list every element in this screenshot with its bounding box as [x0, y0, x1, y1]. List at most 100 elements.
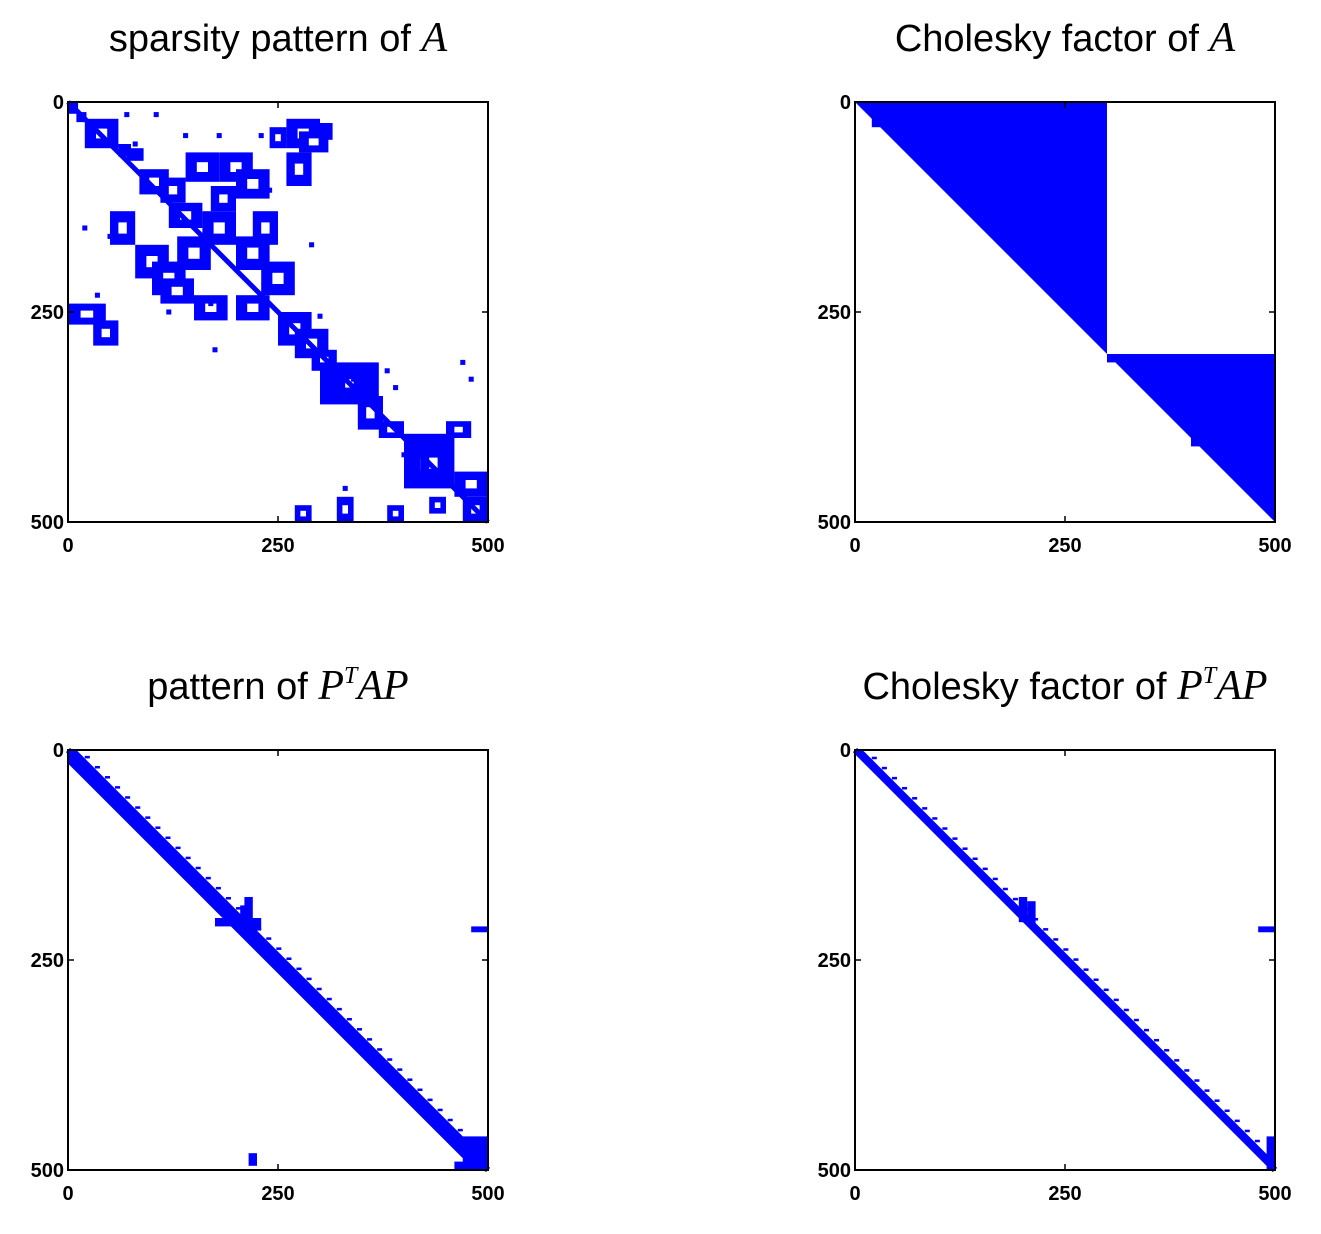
band-polygon	[855, 750, 1275, 1170]
nonzero-dot	[149, 170, 155, 176]
sparse-hole	[168, 186, 178, 195]
fill-block	[1241, 354, 1250, 417]
band-step	[1204, 1089, 1210, 1092]
sparse-hole	[188, 247, 200, 259]
nonzero-dot	[468, 376, 474, 382]
sparse-hole	[275, 134, 281, 142]
band-step	[1093, 978, 1099, 981]
sparse-hole	[205, 303, 217, 312]
band-step	[155, 826, 161, 829]
sparse-hole	[149, 177, 159, 186]
sparse-hole	[171, 286, 183, 296]
nonzero-dot	[267, 267, 273, 273]
y-tick-label: 500	[818, 512, 851, 534]
nonzero-dot	[208, 301, 214, 307]
band-step	[286, 957, 292, 960]
fill-block	[1191, 354, 1200, 413]
y-tick-label: 500	[818, 1160, 851, 1182]
band-step	[982, 867, 988, 871]
sparse-hole	[387, 426, 396, 433]
band-step	[346, 1017, 352, 1021]
band-step	[1133, 1018, 1139, 1022]
chart-title-math: A	[1209, 15, 1236, 61]
sparse-hole	[80, 310, 94, 318]
x-tick-label: 500	[1258, 535, 1291, 557]
band-step	[215, 886, 221, 890]
fill-block	[1186, 412, 1275, 434]
band-step	[115, 786, 121, 789]
y-tick-label: 250	[31, 302, 64, 324]
band-step	[1214, 1099, 1220, 1102]
x-tick-label: 500	[471, 535, 504, 557]
band-step	[1073, 958, 1079, 961]
band-step	[296, 967, 302, 971]
nonzero-dot	[82, 225, 88, 231]
sparse-hole	[392, 510, 399, 517]
sparse-hole	[454, 426, 463, 433]
fill-block	[1069, 114, 1082, 153]
sparse-hole	[196, 162, 208, 172]
y-tick-label: 250	[31, 950, 64, 972]
chart-title-sup: T	[1202, 663, 1217, 689]
fill-block	[972, 156, 1107, 165]
chart-title-math: AP	[1216, 663, 1268, 709]
spy-marks	[855, 102, 1275, 522]
nonzero-block	[1027, 901, 1036, 927]
band-step	[922, 807, 928, 810]
nonzero-dot	[166, 309, 172, 315]
fill-block	[1060, 114, 1070, 170]
nonzero-dot	[317, 313, 323, 319]
band-step	[932, 817, 938, 820]
fill-block	[972, 118, 977, 157]
chart-title-math: A	[421, 15, 448, 61]
y-tick-label: 0	[53, 740, 64, 762]
sparse-hole	[247, 247, 259, 259]
nonzero-dot	[94, 292, 100, 298]
chart-panel-pattern-PTAP: pattern of PTAP 0 250 500 0 250 500	[0, 0, 660, 1234]
nonzero-block	[1266, 1136, 1275, 1170]
band-step	[104, 776, 110, 779]
band-step	[145, 816, 151, 819]
band-step	[356, 1028, 362, 1031]
nonzero-block	[215, 918, 249, 927]
fill-block	[934, 127, 939, 153]
band-step	[407, 1078, 413, 1081]
diagonal-line	[66, 100, 490, 524]
sparse-hole	[272, 272, 284, 284]
sparse-hole	[465, 480, 477, 489]
band-step	[992, 877, 998, 881]
nonzero-dot	[401, 452, 407, 458]
spy-marks	[65, 747, 491, 1173]
band-step	[417, 1088, 423, 1092]
fill-block	[901, 110, 910, 144]
band-step	[891, 776, 897, 780]
sparse-hole	[366, 407, 375, 419]
band-step	[266, 937, 272, 940]
band-step	[135, 806, 141, 809]
fill-block	[1140, 354, 1158, 375]
band-step	[94, 765, 100, 769]
nonzero-block	[244, 897, 253, 931]
chart-title-text: Cholesky factor of	[894, 18, 1210, 60]
fill-block	[1090, 131, 1107, 161]
band-step	[175, 846, 181, 850]
band-step	[972, 857, 978, 861]
y-tick-label: 250	[818, 302, 851, 324]
fill-block	[1052, 114, 1061, 165]
x-tick-label: 0	[62, 535, 73, 557]
sparse-hole	[294, 163, 304, 175]
band-step	[1154, 1038, 1160, 1042]
nonzero-dot	[183, 133, 189, 139]
band-step	[447, 1118, 453, 1122]
band-step	[367, 1038, 373, 1041]
nonzero-block	[320, 123, 333, 140]
sparse-hole	[434, 502, 441, 508]
band-step	[1002, 887, 1008, 891]
fill-block	[1107, 354, 1141, 363]
band-polygon	[68, 750, 488, 1170]
nonzero-dot	[258, 133, 264, 139]
band-step	[952, 837, 958, 840]
